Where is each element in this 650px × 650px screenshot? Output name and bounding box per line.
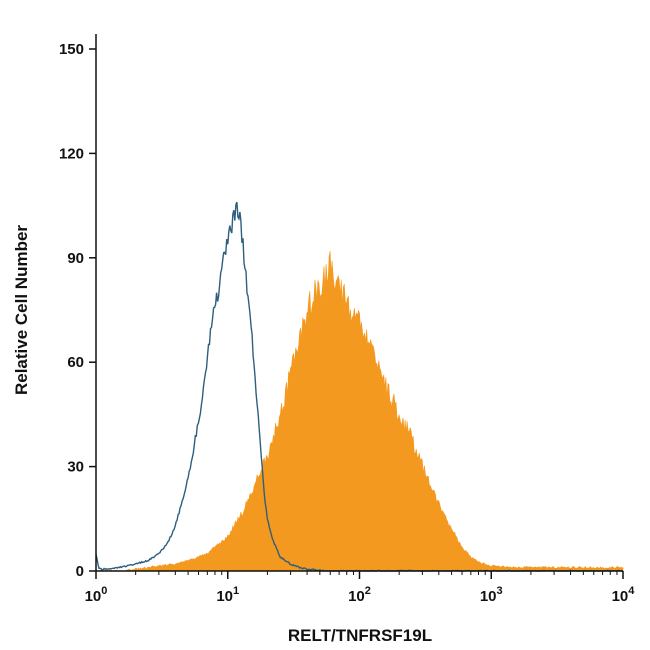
plot-series (95, 201, 624, 572)
x-tick-label: 103 (480, 585, 503, 605)
y-tick-label: 60 (67, 354, 84, 371)
y-tick-label: 150 (59, 41, 84, 58)
y-tick-label: 120 (59, 145, 84, 162)
x-tick-label: 102 (348, 585, 371, 605)
x-axis-label: RELT/TNFRSF19L (288, 626, 432, 645)
x-tick-label: 100 (85, 585, 108, 605)
y-tick-label: 30 (67, 459, 84, 476)
y-tick-label: 0 (76, 563, 84, 580)
y-axis-label: Relative Cell Number (12, 225, 31, 395)
y-tick-label: 90 (67, 250, 84, 267)
x-ticks: 100 101 102 103 104 (85, 571, 636, 605)
series-filled-histogram (95, 251, 624, 572)
x-tick-label: 101 (216, 585, 239, 605)
x-tick-label: 104 (612, 585, 636, 605)
y-ticks: 0 30 60 90 120 150 (59, 41, 96, 580)
